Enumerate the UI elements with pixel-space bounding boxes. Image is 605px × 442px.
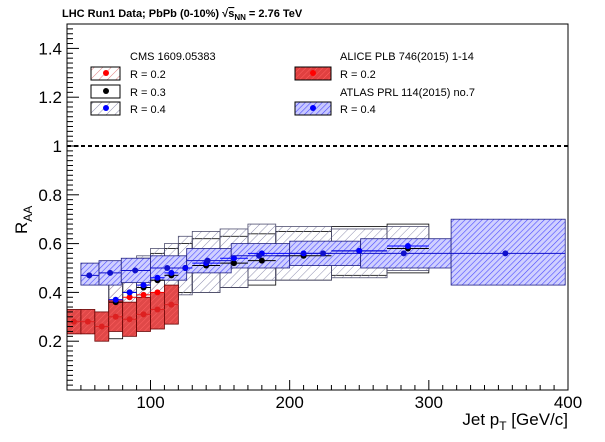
- legend-cms-r02-label: R = 0.2: [130, 69, 166, 81]
- data-point: [231, 255, 237, 262]
- y-tick-label: 0.2: [38, 332, 62, 351]
- data-point: [320, 250, 327, 257]
- data-point: [140, 311, 147, 318]
- y-tick-label: 1.2: [38, 88, 62, 107]
- data-point: [258, 257, 265, 264]
- data-point: [164, 265, 171, 271]
- y-tick-label: 1: [53, 137, 62, 156]
- data-point: [126, 316, 133, 323]
- legend-atlas-label: R = 0.4: [340, 104, 376, 116]
- x-tick-label: 400: [554, 393, 582, 412]
- data-point: [356, 247, 363, 254]
- y-tick-label: 0.4: [38, 283, 62, 302]
- y-axis-label: RAA: [12, 206, 35, 234]
- legend: CMS 1609.05383 R = 0.2 R = 0.3 R = 0.4 A…: [90, 51, 475, 116]
- legend-cms-r03-marker: [103, 88, 109, 94]
- uncertainty-boxes: [66, 218, 566, 342]
- y-tick-label: 0.6: [38, 235, 62, 254]
- data-point: [140, 291, 147, 298]
- legend-cms-header: CMS 1609.05383: [130, 51, 216, 63]
- data-point: [84, 318, 91, 325]
- data-point: [154, 306, 161, 313]
- data-point: [231, 260, 237, 267]
- legend-cms-r02-marker: [103, 70, 109, 76]
- data-point: [132, 267, 139, 274]
- x-tick-label: 100: [136, 393, 164, 412]
- data-point: [126, 289, 133, 296]
- data-point: [140, 282, 147, 289]
- data-point: [98, 323, 105, 330]
- legend-atlas-header: ATLAS PRL 114(2015) no.7: [340, 87, 475, 99]
- data-point: [502, 250, 509, 257]
- legend-alice-label: R = 0.2: [340, 69, 376, 81]
- y-tick-label: 1.4: [38, 39, 62, 58]
- legend-cms-r03-label: R = 0.3: [130, 87, 166, 99]
- legend-cms-r04-label: R = 0.4: [130, 104, 166, 116]
- legend-atlas-marker: [310, 105, 316, 111]
- x-tick-label: 300: [415, 393, 443, 412]
- data-point: [86, 272, 93, 279]
- data-point: [126, 294, 133, 301]
- chart-title: LHC Run1 Data; PbPb (0-10%) √sNN = 2.76 …: [62, 8, 303, 22]
- uncertainty-box: [450, 218, 566, 286]
- data-points: [67, 243, 566, 330]
- legend-alice-marker: [310, 70, 316, 76]
- data-point: [168, 301, 175, 308]
- x-tick-label: 200: [275, 393, 303, 412]
- axis-ticks: 100 200 300 400 0.2 0.4 0.6 0.8 1 1.2 1.4: [38, 23, 582, 412]
- legend-alice-header: ALICE PLB 746(2015) 1-14: [340, 51, 474, 63]
- y-tick-label: 0.8: [38, 186, 62, 205]
- legend-cms-r04-marker: [103, 105, 109, 111]
- data-point: [154, 274, 161, 281]
- data-point: [404, 243, 411, 250]
- data-point: [256, 252, 263, 259]
- data-point: [154, 289, 161, 296]
- data-point: [204, 257, 211, 264]
- data-point: [168, 269, 175, 276]
- x-axis-label: Jet pT [GeV/c]: [462, 410, 568, 433]
- data-point: [112, 313, 119, 320]
- data-point: [107, 269, 114, 276]
- data-point: [70, 318, 77, 325]
- data-point: [400, 250, 407, 257]
- data-point: [112, 296, 119, 303]
